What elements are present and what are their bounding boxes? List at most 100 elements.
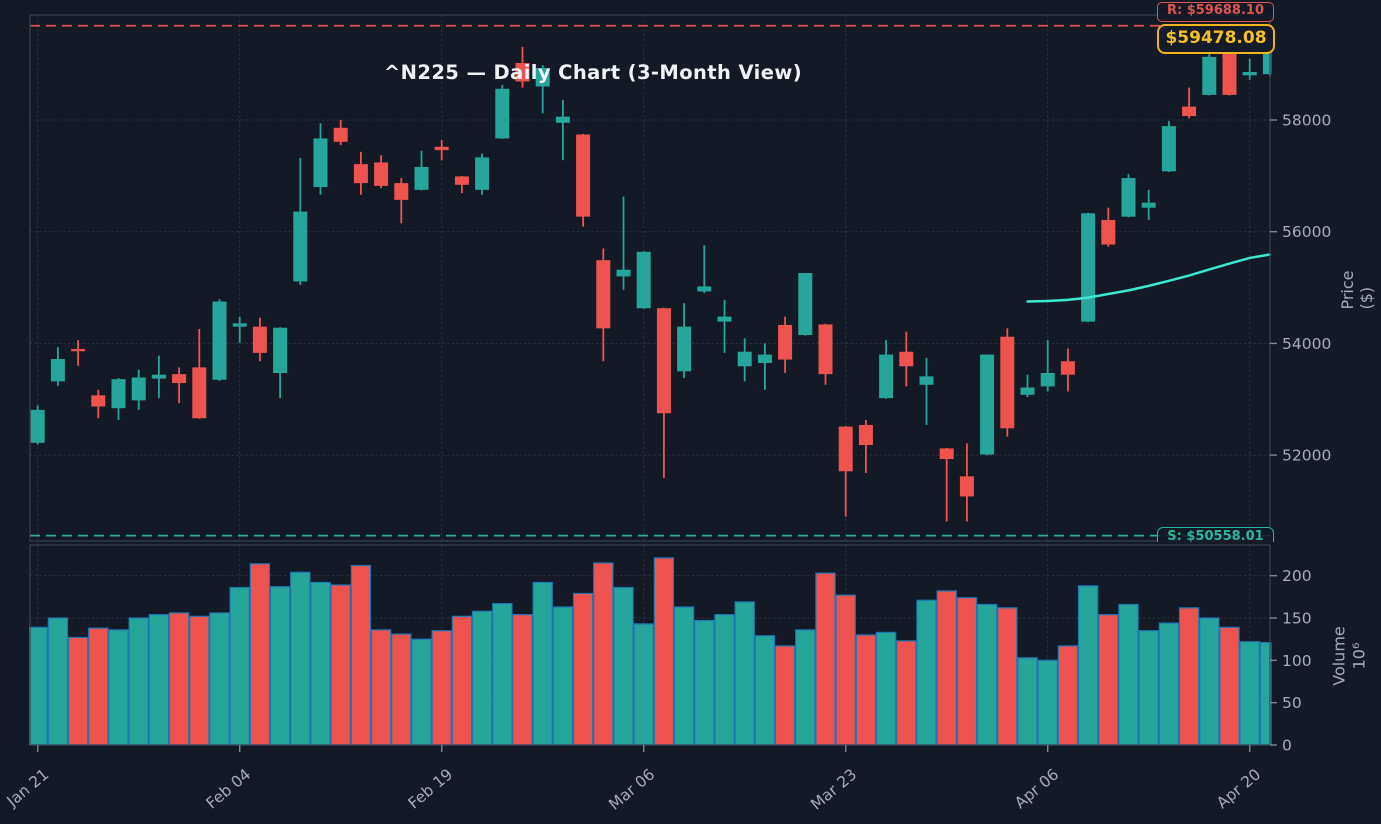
candle-body xyxy=(515,63,530,82)
volume-bar xyxy=(350,564,372,746)
volume-bar xyxy=(896,640,917,746)
volume-bar xyxy=(391,633,412,746)
volume-bar xyxy=(370,629,392,746)
volume-bar xyxy=(148,614,170,746)
candle-body xyxy=(1222,53,1237,95)
volume-bar xyxy=(734,601,755,746)
volume-bar xyxy=(88,627,109,746)
candle-body xyxy=(1000,336,1015,429)
volume-bar xyxy=(1239,641,1260,746)
volume-bar xyxy=(795,629,816,746)
price-panel-spine xyxy=(29,14,1271,542)
volume-bar xyxy=(956,597,978,746)
candle-body xyxy=(616,269,631,277)
volume-bar xyxy=(855,634,877,746)
volume-tick-label: 50 xyxy=(1282,694,1302,712)
candle-body xyxy=(91,395,106,407)
volume-bar xyxy=(997,607,1018,746)
volume-bar xyxy=(108,629,129,746)
candles xyxy=(30,36,1272,522)
candle-body xyxy=(636,251,651,309)
candle-body xyxy=(596,260,611,329)
volume-bar xyxy=(532,581,553,746)
candle-body xyxy=(1060,361,1075,375)
volume-bar xyxy=(310,581,331,746)
volume-bar xyxy=(209,612,230,746)
candle-body xyxy=(1121,178,1136,217)
volume-bar xyxy=(269,586,291,746)
volume-bar xyxy=(330,584,351,746)
volume-bar xyxy=(290,571,311,746)
volume-bar xyxy=(714,614,735,746)
candle-body xyxy=(414,166,429,190)
volume-bar xyxy=(815,572,836,746)
candle-body xyxy=(333,127,348,142)
volume-bar xyxy=(431,630,452,746)
volume-bar xyxy=(1077,585,1099,746)
price-tick-label: 56000 xyxy=(1282,223,1331,241)
price-tick-label: 52000 xyxy=(1282,447,1331,465)
candle-body xyxy=(1020,387,1035,395)
volume-tick-label: 100 xyxy=(1282,652,1312,670)
candle-body xyxy=(353,164,368,184)
volume-bar xyxy=(754,635,776,746)
candle-body xyxy=(879,354,894,399)
candle-body xyxy=(778,324,793,360)
candle-body xyxy=(899,351,914,367)
volume-bar xyxy=(572,592,594,746)
volume-bar xyxy=(936,590,957,746)
volume-bar xyxy=(552,606,574,746)
candle-body xyxy=(858,424,873,446)
candle-body xyxy=(757,354,772,363)
candle-body xyxy=(232,323,247,327)
price-axis-title: Price ($) xyxy=(1338,270,1376,310)
volume-bar xyxy=(451,615,473,746)
candle-body xyxy=(677,326,692,372)
candle-body xyxy=(434,146,449,151)
candle-body xyxy=(252,326,267,353)
candle-body xyxy=(656,308,671,414)
candle-body xyxy=(1141,202,1156,208)
candle-body xyxy=(374,162,389,186)
candle-body xyxy=(151,374,166,379)
candle-body xyxy=(1262,37,1272,75)
candle-body xyxy=(838,426,853,472)
current-price-badge: $59478.08 xyxy=(1157,24,1275,54)
candle-body xyxy=(394,183,409,200)
volume-bar xyxy=(1098,614,1119,746)
volume-tick-label: 200 xyxy=(1282,567,1312,585)
volume-bar xyxy=(128,617,149,746)
candle-body xyxy=(939,448,954,460)
volume-bar xyxy=(613,586,634,746)
volume-bar xyxy=(492,603,513,746)
volume-bar xyxy=(189,615,210,746)
candle-body xyxy=(495,88,510,139)
volume-bar xyxy=(29,626,48,746)
volume-bar xyxy=(249,563,271,746)
volume-bar xyxy=(875,631,897,746)
volume-bar xyxy=(1057,645,1079,746)
candle-body xyxy=(697,286,712,292)
candle-body xyxy=(212,301,227,380)
volume-bar xyxy=(471,610,493,746)
candle-body xyxy=(1182,106,1197,117)
candle-body xyxy=(1040,373,1055,387)
volume-bar xyxy=(411,638,432,746)
volume-bar xyxy=(673,606,695,746)
volume-bar xyxy=(168,612,190,746)
resistance-label: R: $59688.10 xyxy=(1157,2,1274,22)
candle-body xyxy=(313,138,328,188)
candle-body xyxy=(535,68,550,87)
volume-bar xyxy=(976,603,998,746)
candle-body xyxy=(454,176,469,185)
volume-panel-spine xyxy=(29,544,1271,746)
candle-body xyxy=(576,134,591,217)
candle-body xyxy=(919,376,934,385)
volume-bar xyxy=(633,623,654,746)
volume-bar xyxy=(653,557,675,746)
candle-body xyxy=(818,324,833,375)
volume-bar xyxy=(1158,622,1180,746)
volume-bar xyxy=(1037,659,1058,746)
